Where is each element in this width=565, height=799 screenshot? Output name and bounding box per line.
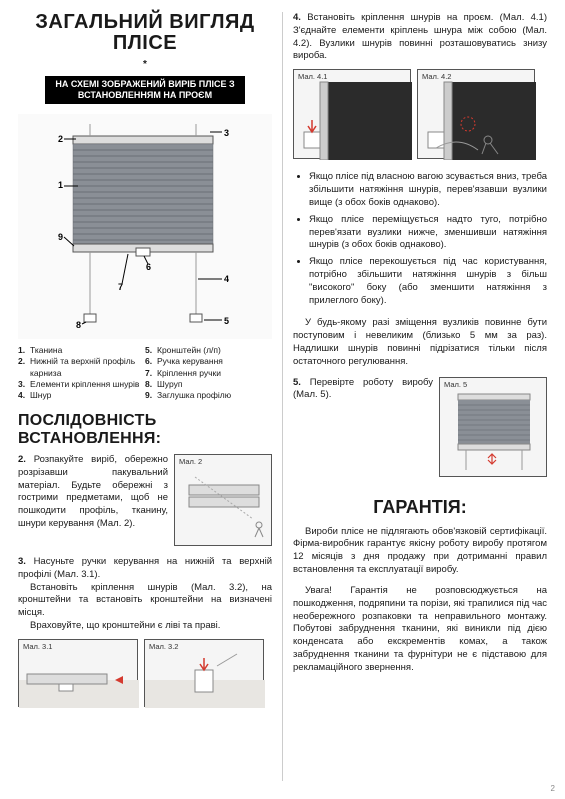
fig-label: Мал. 3.2	[149, 642, 178, 651]
figure-3-1: Мал. 3.1	[18, 639, 138, 707]
figure-2: Мал. 2	[174, 454, 272, 546]
legend-num: 1.	[18, 345, 30, 356]
warranty-p1: Вироби плісе не підлягають обов'язковій …	[293, 526, 547, 577]
figure-3-2: Мал. 3.2	[144, 639, 264, 707]
step-3: 3. Насуньте ручки керування на нижній та…	[18, 556, 272, 582]
figure-4-2: Мал. 4.2	[417, 69, 535, 159]
legend-text: Шуруп	[157, 379, 182, 390]
svg-text:5: 5	[224, 316, 229, 326]
legend-text: Шнур	[30, 390, 51, 401]
svg-text:1: 1	[58, 180, 63, 190]
step-text: Встановіть кріплення шнурів на проєм. (М…	[293, 12, 547, 61]
sequence-title: ПОСЛІДОВНІСТЬ ВСТАНОВЛЕННЯ:	[18, 412, 272, 448]
subtitle-box: НА СХЕМІ ЗОБРАЖЕНИЙ ВИРІБ ПЛІСЕ З ВСТАНО…	[45, 76, 245, 104]
fig-label: Мал. 3.1	[23, 642, 52, 651]
step-text: Розпакуйте виріб, обережно розрізавши па…	[18, 454, 168, 529]
legend-num: 6.	[145, 356, 157, 367]
step-3c: Враховуйте, що кронштейни є ліві та прав…	[18, 620, 272, 633]
warranty-title: ГАРАНТІЯ:	[293, 497, 547, 518]
svg-text:2: 2	[58, 134, 63, 144]
step-num: 3.	[18, 556, 26, 567]
step-num: 5.	[293, 377, 301, 388]
legend-num: 2.	[18, 356, 30, 379]
legend-text: Тканина	[30, 345, 62, 356]
step-2: 2. Розпакуйте виріб, обережно розрізавши…	[18, 454, 272, 546]
note-text: У будь-якому разі зміщення вузликів пови…	[293, 317, 547, 368]
svg-text:6: 6	[146, 262, 151, 272]
fig-label: Мал. 4.1	[298, 72, 327, 81]
step-num: 4.	[293, 12, 301, 23]
adjustment-bullets: Якщо плісе під власною вагою зсувається …	[293, 171, 547, 311]
legend: 1.Тканина 2.Нижній та верхній профіль ка…	[18, 345, 272, 402]
svg-text:9: 9	[58, 232, 63, 242]
figure-4-1: Мал. 4.1	[293, 69, 411, 159]
step-3b: Встановіть кріплення шнурів (Мал. 3.2), …	[18, 582, 272, 620]
bullet-item: Якщо плісе переміщується надто туго, пот…	[309, 214, 547, 252]
bullet-item: Якщо плісе перекошується під час користу…	[309, 256, 547, 307]
svg-text:4: 4	[224, 274, 229, 284]
step-text: Перевірте роботу виробу (Мал. 5).	[293, 377, 433, 401]
subtitle-star: *	[143, 59, 147, 70]
legend-text: Кронштейн (л/п)	[157, 345, 221, 356]
legend-num: 7.	[145, 368, 157, 379]
subtitle-row: * НА СХЕМІ ЗОБРАЖЕНИЙ ВИРІБ ПЛІСЕ З ВСТА…	[18, 54, 272, 110]
fig-label: Мал. 5	[444, 380, 467, 389]
legend-num: 5.	[145, 345, 157, 356]
legend-text: Елементи кріплення шнурів	[30, 379, 139, 390]
fig-label: Мал. 4.2	[422, 72, 451, 81]
legend-text: Нижній та верхній профіль карниза	[30, 356, 145, 379]
warranty-p2: Увага! Гарантія не розповсюджується на п…	[293, 585, 547, 675]
svg-text:3: 3	[224, 128, 229, 138]
legend-num: 9.	[145, 390, 157, 401]
figure-5: Мал. 5	[439, 377, 547, 477]
legend-num: 8.	[145, 379, 157, 390]
step-4: 4. Встановіть кріплення шнурів на проєм.…	[293, 12, 547, 63]
legend-num: 4.	[18, 390, 30, 401]
legend-text: Заглушка профілю	[157, 390, 231, 401]
step-num: 2.	[18, 454, 26, 465]
legend-num: 3.	[18, 379, 30, 390]
step-text: Насуньте ручки керування на нижній та ве…	[18, 556, 272, 580]
svg-text:8: 8	[76, 320, 81, 330]
overview-diagram: 1 2 3 4 5 6 7 8 9	[18, 114, 272, 339]
page-number: 2	[551, 784, 555, 793]
fig-label: Мал. 2	[179, 457, 202, 466]
legend-text: Ручка керування	[157, 356, 223, 367]
bullet-item: Якщо плісе під власною вагою зсувається …	[309, 171, 547, 209]
main-title: ЗАГАЛЬНИЙ ВИГЛЯД ПЛІСЕ	[18, 12, 272, 54]
legend-text: Кріплення ручки	[157, 368, 221, 379]
